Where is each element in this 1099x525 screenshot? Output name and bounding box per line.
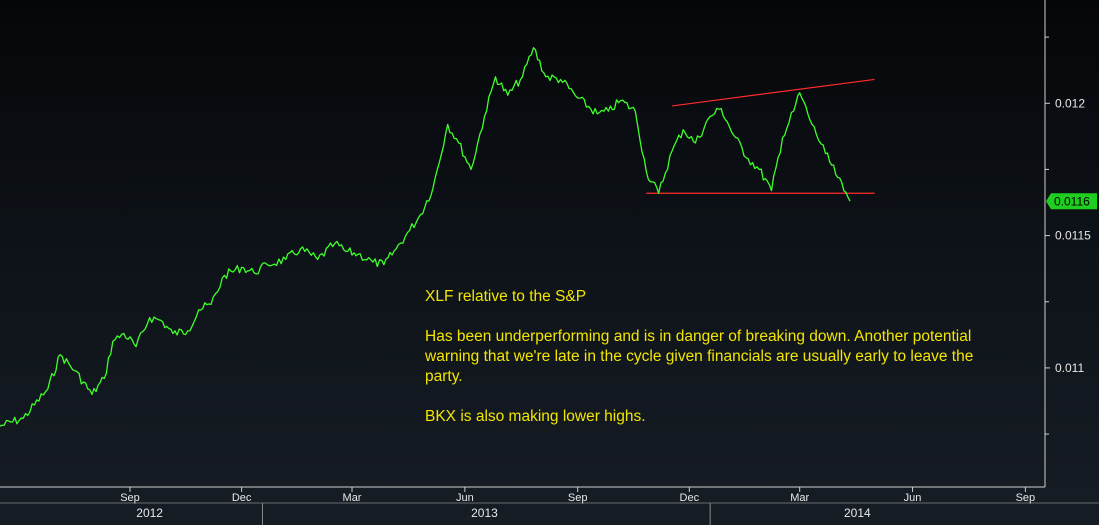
x-tick-label: Sep xyxy=(120,492,140,504)
x-tick-label: Dec xyxy=(680,492,700,504)
annotation-title: XLF relative to the S&P xyxy=(425,288,587,305)
x-tick-label: Sep xyxy=(1016,492,1036,504)
annotation-paragraph-2: BKX is also making lower highs. xyxy=(425,408,646,425)
x-tick-label: Mar xyxy=(790,492,809,504)
x-tick-label: Jun xyxy=(456,492,474,504)
x-tick-label: Jun xyxy=(904,492,922,504)
series-line xyxy=(0,47,851,427)
year-label: 2012 xyxy=(136,506,163,520)
x-tick-label: Dec xyxy=(232,492,252,504)
y-tick-label: 0.012 xyxy=(1055,96,1085,110)
annotation-box: XLF relative to the S&P Has been underpe… xyxy=(425,287,1005,447)
x-tick-label: Mar xyxy=(343,492,362,504)
year-label: 2014 xyxy=(844,506,871,520)
y-tick-label: 0.0115 xyxy=(1055,229,1091,243)
last-value-badge xyxy=(1046,193,1097,210)
y-tick-label: 0.011 xyxy=(1055,361,1084,375)
annotation-paragraph-1: Has been underperforming and is in dange… xyxy=(425,328,974,385)
year-label: 2013 xyxy=(471,506,498,520)
trendline xyxy=(672,78,875,107)
last-value-label: 0.0116 xyxy=(1054,195,1090,209)
x-tick-label: Sep xyxy=(568,492,588,504)
